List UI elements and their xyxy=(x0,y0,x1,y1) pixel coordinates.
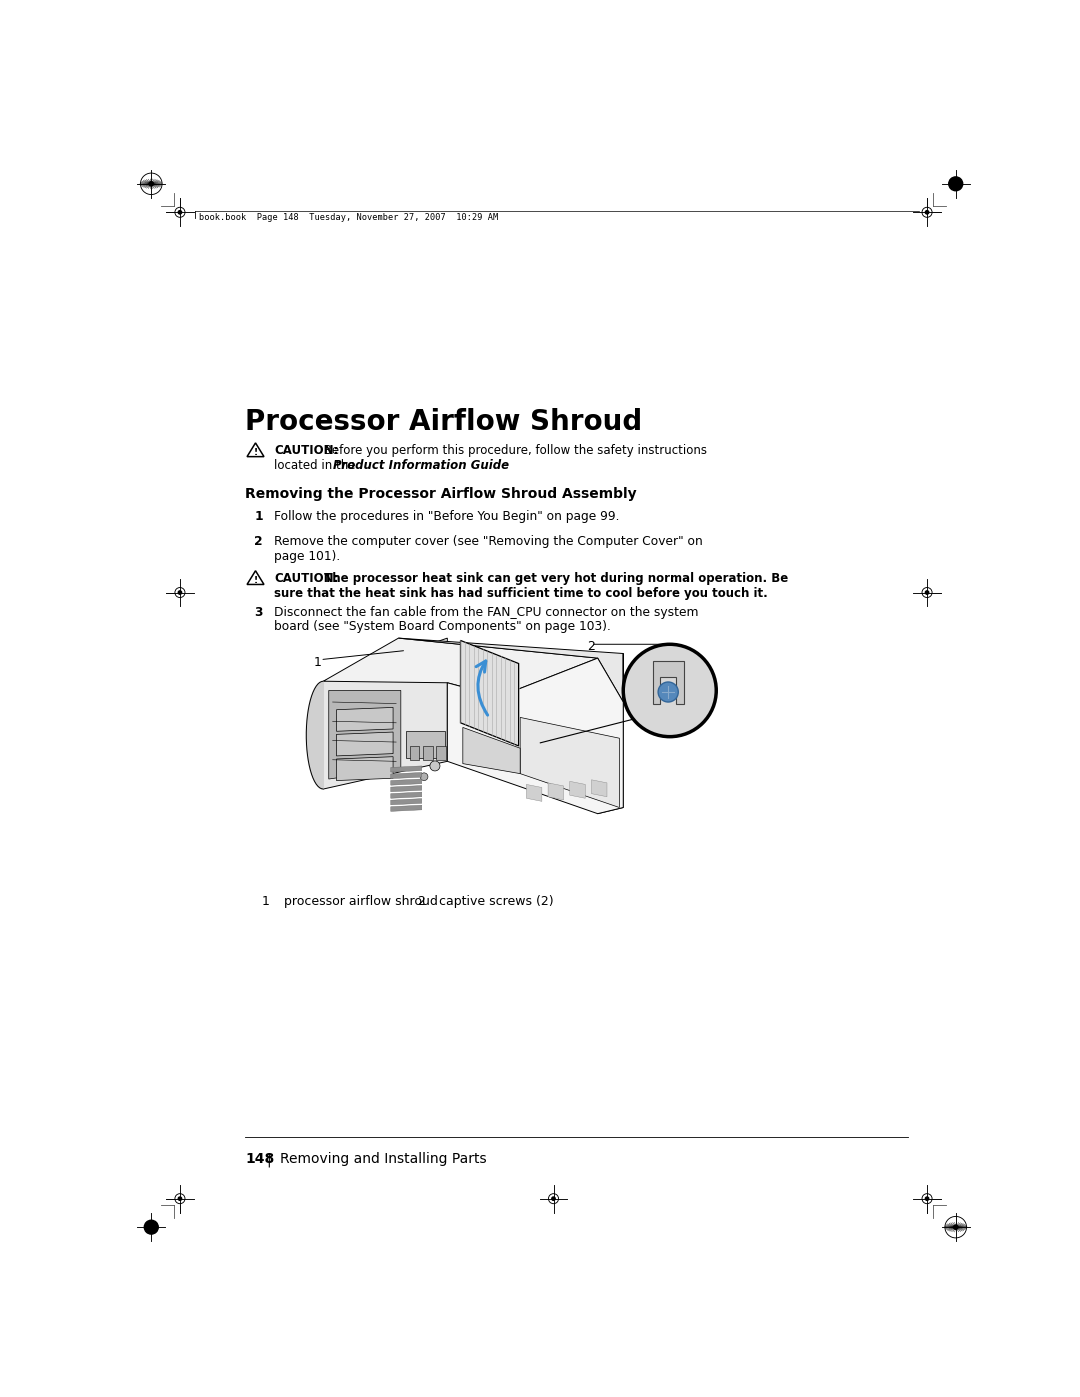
Circle shape xyxy=(948,177,962,191)
Polygon shape xyxy=(410,746,419,760)
Polygon shape xyxy=(337,732,393,756)
Polygon shape xyxy=(460,640,518,746)
Circle shape xyxy=(178,591,181,594)
Text: |: | xyxy=(267,1153,271,1166)
Circle shape xyxy=(149,182,153,186)
Text: Removing the Processor Airflow Shroud Assembly: Removing the Processor Airflow Shroud As… xyxy=(245,488,637,502)
Polygon shape xyxy=(521,718,619,807)
Polygon shape xyxy=(592,780,607,796)
Circle shape xyxy=(658,682,678,703)
Polygon shape xyxy=(526,784,542,802)
Polygon shape xyxy=(391,773,422,778)
Polygon shape xyxy=(391,785,422,792)
Circle shape xyxy=(420,773,428,781)
Text: The processor heat sink can get very hot during normal operation. Be: The processor heat sink can get very hot… xyxy=(320,571,788,585)
Polygon shape xyxy=(652,661,684,704)
Polygon shape xyxy=(570,781,585,798)
Text: 2: 2 xyxy=(417,895,424,908)
Polygon shape xyxy=(447,658,623,813)
FancyArrowPatch shape xyxy=(476,661,488,715)
Text: 148: 148 xyxy=(245,1153,274,1166)
Text: 1: 1 xyxy=(262,895,270,908)
Polygon shape xyxy=(391,766,422,773)
Text: !: ! xyxy=(254,447,257,457)
Polygon shape xyxy=(391,780,422,785)
Text: CAUTION:: CAUTION: xyxy=(274,571,339,585)
Text: 3: 3 xyxy=(255,606,262,619)
Text: page 101).: page 101). xyxy=(273,549,340,563)
Polygon shape xyxy=(463,728,521,774)
Polygon shape xyxy=(391,805,422,812)
Text: board (see "System Board Components" on page 103).: board (see "System Board Components" on … xyxy=(273,620,610,633)
Polygon shape xyxy=(406,731,445,759)
Text: processor airflow shroud: processor airflow shroud xyxy=(284,895,437,908)
Polygon shape xyxy=(337,707,393,731)
Circle shape xyxy=(926,1197,929,1200)
Polygon shape xyxy=(307,682,323,789)
Text: book.book  Page 148  Tuesday, November 27, 2007  10:29 AM: book.book Page 148 Tuesday, November 27,… xyxy=(200,214,499,222)
Polygon shape xyxy=(391,799,422,805)
Text: 1: 1 xyxy=(255,510,262,524)
Circle shape xyxy=(954,1225,958,1229)
Circle shape xyxy=(178,1197,181,1200)
Circle shape xyxy=(926,591,929,594)
Polygon shape xyxy=(436,746,446,760)
Text: captive screws (2): captive screws (2) xyxy=(438,895,553,908)
Text: Removing and Installing Parts: Removing and Installing Parts xyxy=(280,1153,487,1166)
Polygon shape xyxy=(323,638,447,789)
Text: !: ! xyxy=(254,576,257,584)
Text: Product Information Guide: Product Information Guide xyxy=(333,460,509,472)
Circle shape xyxy=(926,211,929,214)
Text: Processor Airflow Shroud: Processor Airflow Shroud xyxy=(245,408,643,436)
Text: 2: 2 xyxy=(255,535,262,548)
Text: sure that the heat sink has had sufficient time to cool before you touch it.: sure that the heat sink has had sufficie… xyxy=(274,587,768,599)
Polygon shape xyxy=(548,782,564,800)
Circle shape xyxy=(552,1197,555,1200)
Polygon shape xyxy=(399,638,623,703)
Text: Follow the procedures in "Before You Begin" on page 99.: Follow the procedures in "Before You Beg… xyxy=(273,510,619,524)
Circle shape xyxy=(623,644,716,736)
Text: CAUTION:: CAUTION: xyxy=(274,444,339,457)
Polygon shape xyxy=(391,792,422,798)
Text: 1: 1 xyxy=(313,655,321,669)
Text: .: . xyxy=(440,460,443,472)
Polygon shape xyxy=(423,746,433,760)
Text: 2: 2 xyxy=(586,640,595,654)
Circle shape xyxy=(178,211,181,214)
Polygon shape xyxy=(323,638,597,697)
Polygon shape xyxy=(337,757,393,781)
Circle shape xyxy=(145,1220,159,1234)
Text: Before you perform this procedure, follow the safety instructions: Before you perform this procedure, follo… xyxy=(320,444,706,457)
Polygon shape xyxy=(597,654,623,813)
Text: Disconnect the fan cable from the FAN_CPU connector on the system: Disconnect the fan cable from the FAN_CP… xyxy=(273,606,699,619)
Polygon shape xyxy=(328,690,401,780)
Circle shape xyxy=(430,761,440,771)
Text: located in the: located in the xyxy=(274,460,360,472)
Text: Remove the computer cover (see "Removing the Computer Cover" on: Remove the computer cover (see "Removing… xyxy=(273,535,702,548)
